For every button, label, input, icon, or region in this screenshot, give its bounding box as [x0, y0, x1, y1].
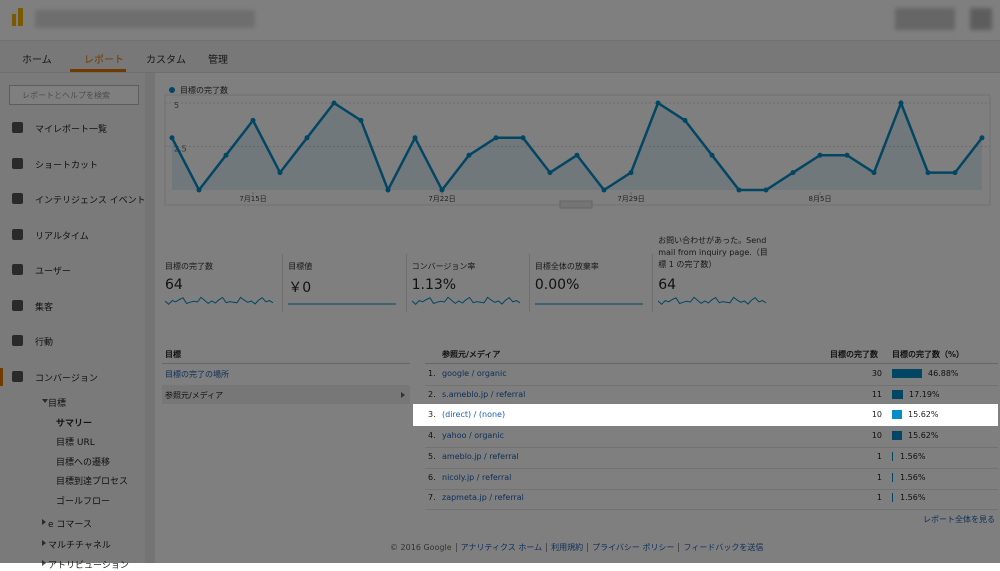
highlighted-row[interactable]: 3. (direct) / (none) 10 15.62% — [413, 404, 998, 426]
row-percent: 15.62% — [907, 410, 939, 419]
row-source[interactable]: (direct) / (none) — [442, 410, 506, 419]
percent-bar — [892, 410, 902, 419]
row-rank: 3. — [428, 410, 436, 419]
row-count: 10 — [871, 410, 882, 419]
